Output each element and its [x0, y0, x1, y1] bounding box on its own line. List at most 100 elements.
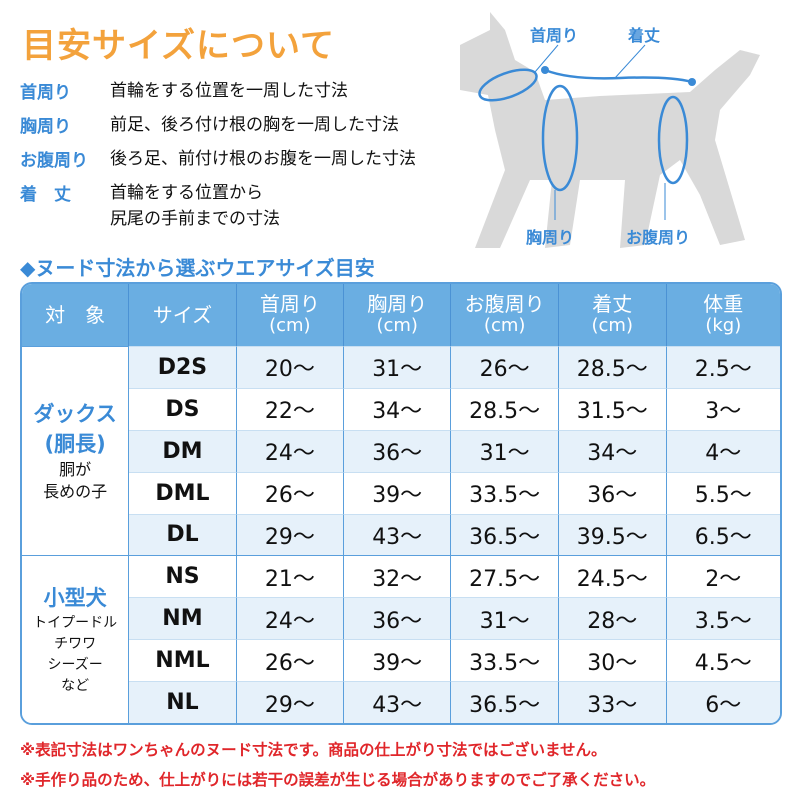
table-title: ◆ヌード寸法から選ぶウエアサイズ目安 — [20, 256, 375, 280]
table-row: NML 26〜 39〜 33.5〜 30〜 4.5〜 — [22, 639, 780, 681]
value-cell: 36.5〜 — [451, 681, 559, 723]
header-unit: (cm) — [269, 315, 311, 336]
desc: 首輪をする位置から — [110, 183, 263, 203]
table-row: ダックス (胴長) 胴が 長めの子 D2S 20〜 31〜 26〜 28.5〜 2.5〜 — [22, 346, 780, 556]
value-cell: 32〜 — [344, 555, 452, 598]
value-cell: 31〜 — [451, 429, 559, 472]
value-cell: 36.5〜 — [451, 513, 559, 556]
value-cell: 6.5〜 — [666, 513, 780, 556]
definition-neck: 首周り 首輪をする位置を一周した寸法 — [20, 78, 416, 112]
value-cell: 39.5〜 — [558, 513, 667, 556]
value-cell: 27.5〜 — [451, 555, 559, 598]
term: 胸周り — [20, 117, 71, 137]
size-cell: DM — [129, 429, 237, 472]
definitions: 首周り 首輪をする位置を一周した寸法 胸周り 前足、後ろ付け根の胸を一周した寸法 お… — [20, 78, 416, 229]
header-label: 首周り — [259, 292, 320, 316]
table-row: DS 22〜 34〜 28.5〜 31.5〜 3〜 — [22, 387, 780, 430]
notes: ※表記寸法はワンちゃんのヌード寸法です。商品の仕上がり寸法ではございません。 ※… — [20, 735, 655, 795]
table-row: 小型犬 トイプードル チワワ シーズー など NS 21〜 32〜 27.5〜 24.5〜 2〜 — [22, 555, 780, 723]
value-cell: 20〜 — [236, 346, 345, 388]
value-cell: 30〜 — [558, 639, 667, 681]
category-note: シーズー — [47, 656, 103, 673]
value-cell: 5.5〜 — [666, 471, 780, 514]
definition-length: 着 丈 首輪をする位置から 尻尾の手前までの寸法 — [20, 180, 416, 229]
page-title: 目安サイズについて — [22, 26, 335, 66]
value-cell: 34〜 — [558, 429, 667, 472]
header-label: サイズ — [152, 303, 213, 327]
value-cell: 26〜 — [236, 471, 345, 514]
desc: 前足、後ろ付け根の胸を一周した寸法 — [110, 115, 399, 135]
value-cell: 26〜 — [236, 639, 345, 681]
size-cell: DS — [129, 387, 237, 430]
label-chest: 胸周り — [526, 228, 575, 247]
dog-diagram: 首周り 着丈 胸周り お腹周り — [460, 0, 800, 270]
category-name: ダックス — [33, 402, 117, 427]
value-cell: 43〜 — [344, 681, 452, 723]
value-cell: 36〜 — [344, 429, 452, 472]
term: 首周り — [20, 83, 71, 103]
column-header: 体重 (kg) — [666, 284, 780, 346]
column-header: 首周り (cm) — [236, 284, 345, 346]
size-cell: NML — [129, 639, 237, 681]
size-cell: NM — [129, 597, 237, 640]
value-cell: 36〜 — [344, 597, 452, 640]
value-cell: 29〜 — [236, 513, 345, 556]
value-cell: 34〜 — [344, 387, 452, 430]
category-note: 長めの子 — [43, 482, 108, 502]
label-neck: 首周り — [530, 26, 579, 45]
note: ※表記寸法はワンちゃんのヌード寸法です。商品の仕上がり寸法ではございません。 — [20, 741, 607, 759]
desc-2: 尻尾の手前までの寸法 — [110, 209, 280, 229]
column-header: お腹周り (cm) — [451, 284, 559, 346]
value-cell: 24〜 — [236, 429, 345, 472]
size-table: 対 象サイズ 首周り (cm) 胸周り (cm) お腹周り (cm) 着丈 (cm) 体重 (kg)… — [20, 282, 782, 725]
category-note: 胴が — [59, 460, 92, 480]
column-header: 着丈 (cm) — [558, 284, 667, 346]
category-note: トイプードル — [33, 614, 118, 631]
value-cell: 31〜 — [451, 597, 559, 640]
value-cell: 26〜 — [451, 346, 559, 388]
definition-belly: お腹周り 後ろ足、前付け根のお腹を一周した寸法 — [20, 146, 416, 180]
table-row: DM 24〜 36〜 31〜 34〜 4〜 — [22, 429, 780, 472]
value-cell: 43〜 — [344, 513, 452, 556]
desc: 後ろ足、前付け根のお腹を一周した寸法 — [110, 149, 416, 169]
header-unit: (cm) — [591, 315, 633, 336]
size-cell: NS — [129, 555, 237, 598]
category-cell: 小型犬 トイプードル チワワ シーズー など — [22, 555, 130, 723]
category-name: 小型犬 — [43, 585, 107, 610]
value-cell: 36〜 — [558, 471, 667, 514]
value-cell: 28〜 — [558, 597, 667, 640]
value-cell: 28.5〜 — [558, 346, 667, 388]
value-cell: 3.5〜 — [666, 597, 780, 640]
value-cell: 39〜 — [344, 639, 452, 681]
header-unit: (kg) — [705, 315, 742, 336]
value-cell: 24〜 — [236, 597, 345, 640]
value-cell: 2〜 — [666, 555, 780, 597]
header-unit: (cm) — [483, 315, 526, 336]
header-label: お腹周り — [464, 292, 545, 316]
header-unit: (cm) — [376, 315, 418, 336]
header-label: 体重 — [703, 292, 744, 316]
size-cell: DL — [129, 513, 237, 556]
value-cell: 39〜 — [344, 471, 452, 514]
column-header: サイズ — [129, 284, 237, 346]
value-cell: 4〜 — [666, 429, 780, 472]
column-header: 胸周り (cm) — [344, 284, 452, 346]
term: お腹周り — [20, 151, 88, 171]
value-cell: 2.5〜 — [666, 346, 780, 388]
value-cell: 33.5〜 — [451, 471, 559, 514]
table-row: DL 29〜 43〜 36.5〜 39.5〜 6.5〜 — [22, 513, 780, 556]
term: 着 丈 — [20, 185, 71, 205]
size-cell: D2S — [129, 346, 237, 388]
category-name-2: (胴長) — [44, 432, 106, 457]
table-row: NL 29〜 43〜 36.5〜 33〜 6〜 — [22, 681, 780, 723]
value-cell: 31〜 — [344, 346, 452, 388]
header-label: 対 象 — [45, 303, 106, 327]
value-cell: 21〜 — [236, 555, 345, 598]
value-cell: 3〜 — [666, 387, 780, 430]
definition-chest: 胸周り 前足、後ろ付け根の胸を一周した寸法 — [20, 112, 416, 146]
note: ※手作り品のため、仕上がりには若干の誤差が生じる場合がありますのでご了承ください… — [20, 771, 656, 789]
table-row: NM 24〜 36〜 31〜 28〜 3.5〜 — [22, 597, 780, 640]
category-note: チワワ — [54, 635, 97, 652]
header-label: 着丈 — [592, 292, 633, 316]
value-cell: 28.5〜 — [451, 387, 559, 430]
